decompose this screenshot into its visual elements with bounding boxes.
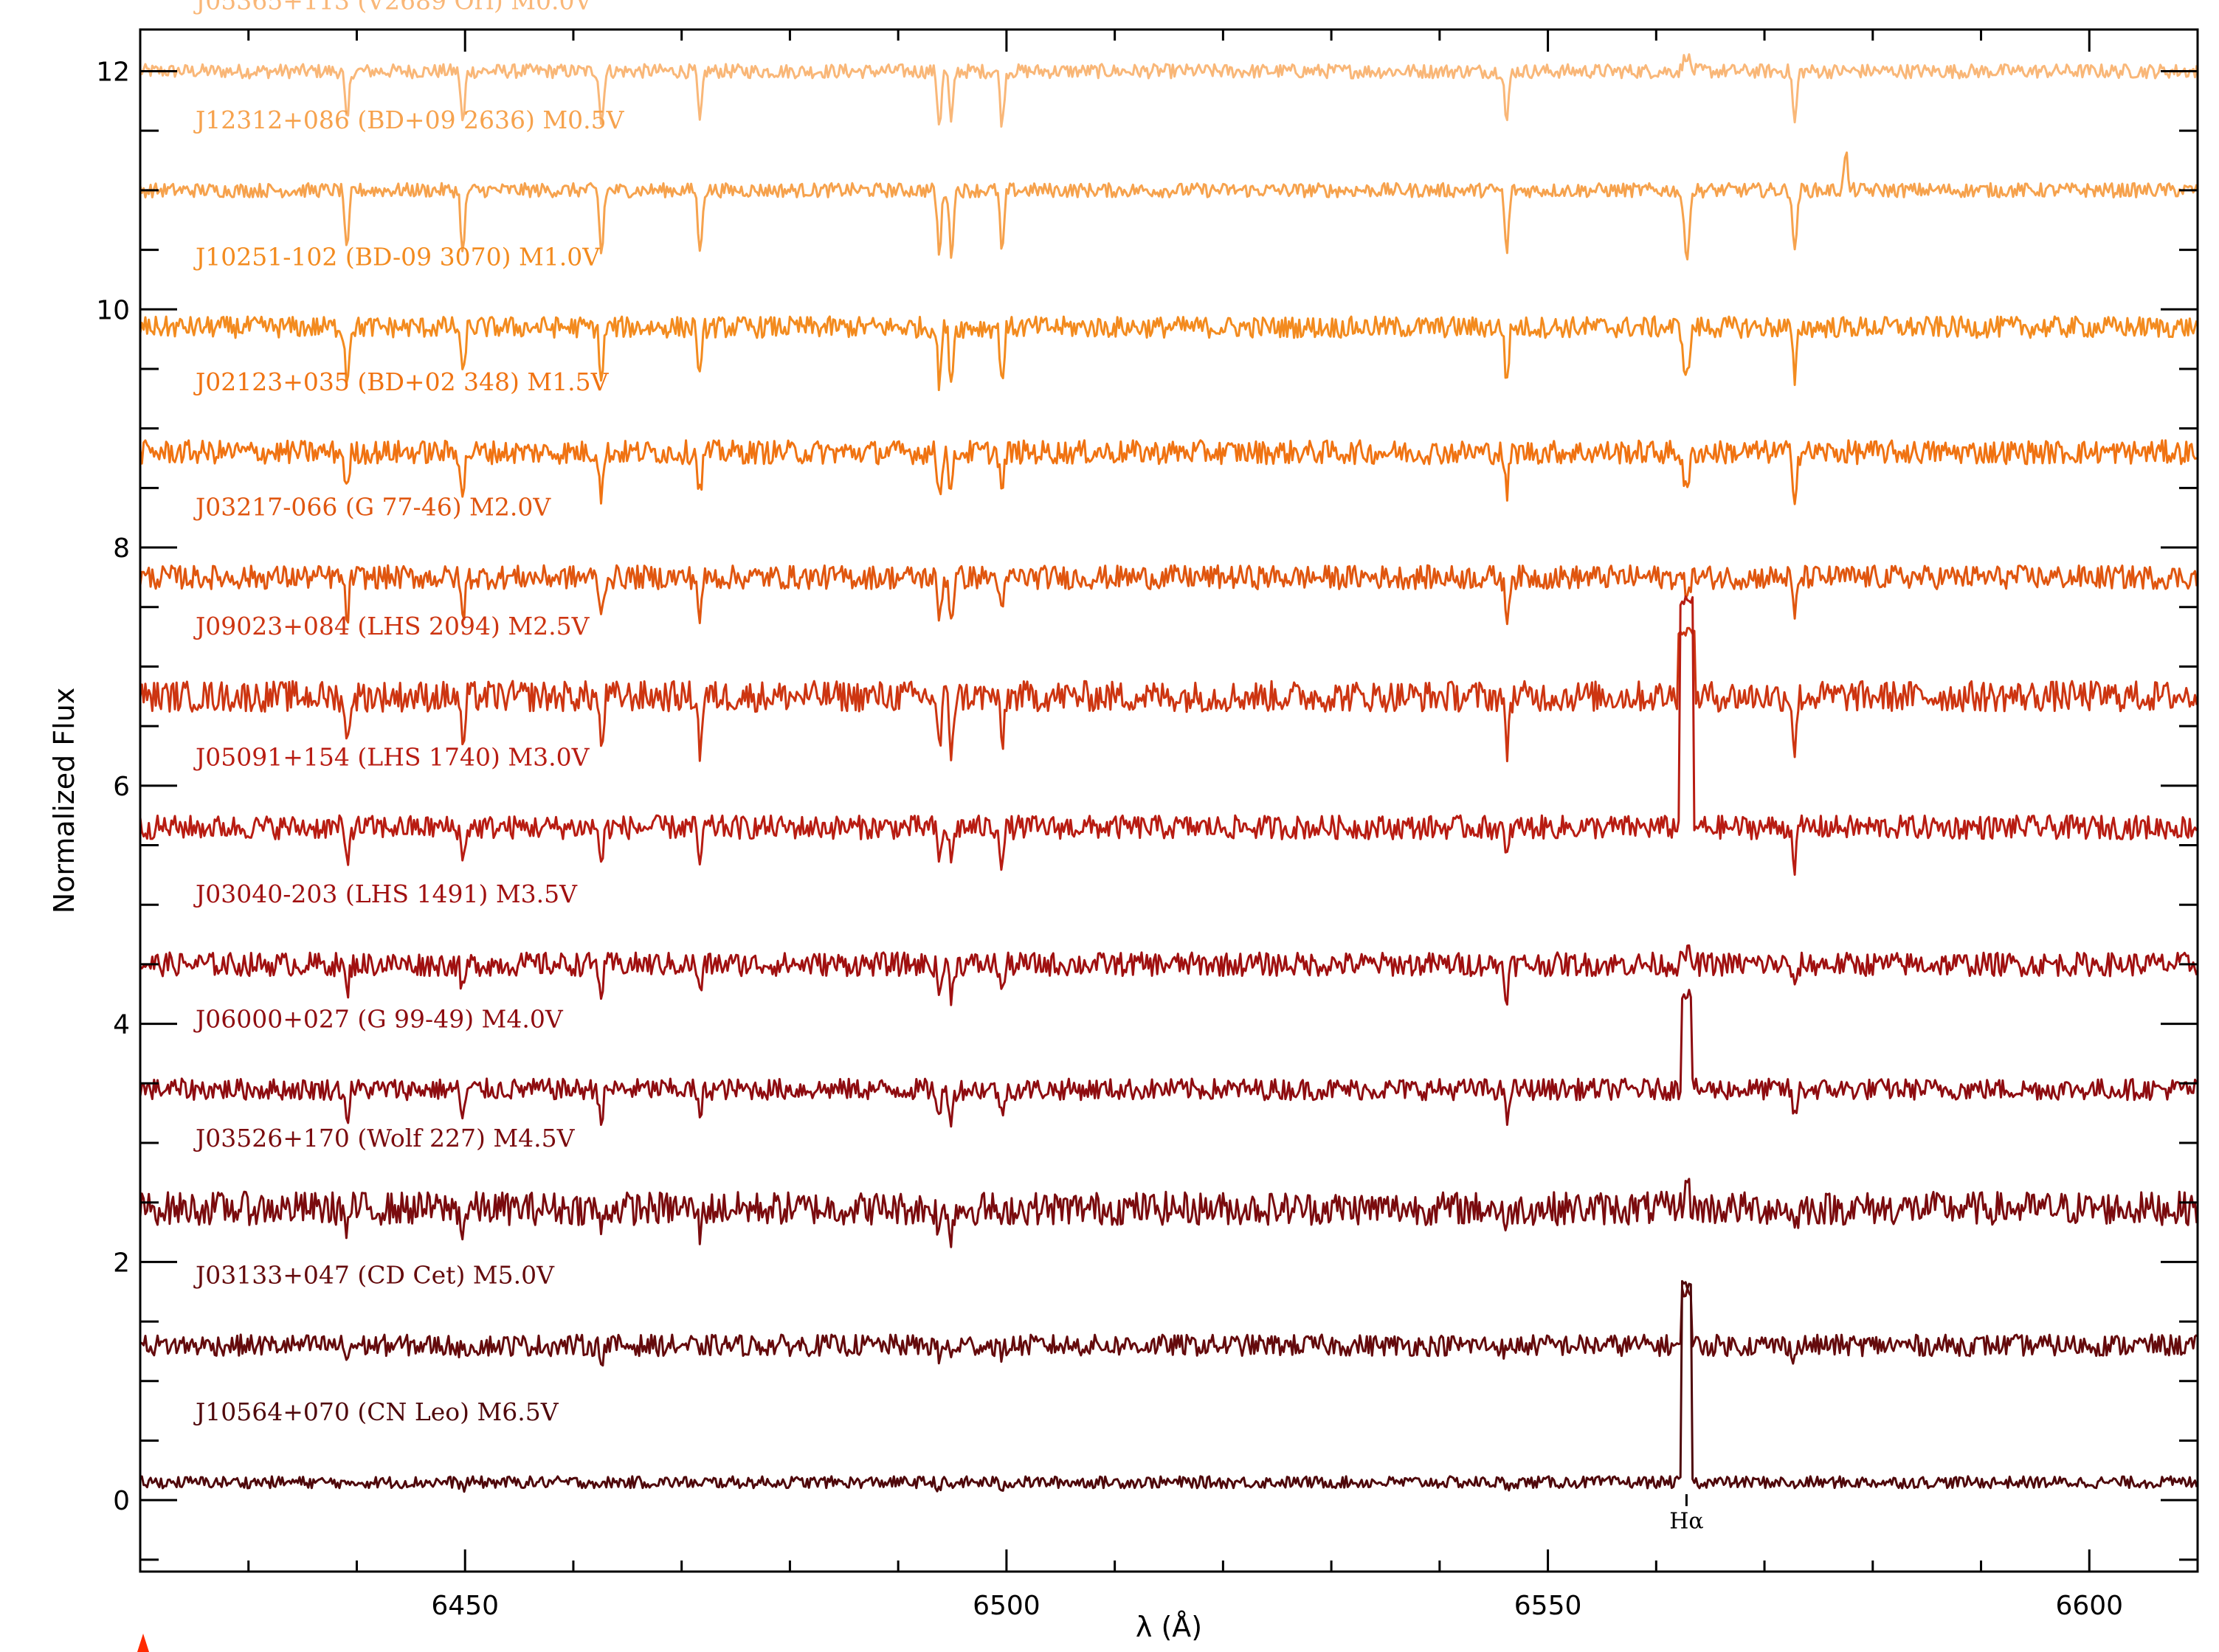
x-axis-title: λ (Å) [1136,1611,1202,1643]
y-tick-label: 8 [113,533,130,564]
spectrum-line [139,315,2198,392]
x-tick-label: 6450 [431,1591,499,1621]
plot-frame [139,28,2199,1573]
axis-ticks [140,30,2199,1572]
series-label: J03526+170 (Wolf 227) M4.5V [193,1124,576,1152]
spectrum-line [139,944,2198,1006]
spectrum-line [139,595,2198,876]
spectrum-line [139,439,2198,505]
annotation-label: Hα [1669,1508,1703,1534]
series-label: J05365+113 (V2689 Ori) M0.0V [193,0,593,15]
series-label: J02123+035 (BD+02 348) M1.5V [193,367,610,396]
corner-marker-icon [137,1634,149,1652]
series-label: J03133+047 (CD Cet) M5.0V [193,1260,555,1289]
spectrum-line [139,53,2198,128]
y-tick-label: 2 [113,1248,130,1278]
x-tick-label: 6500 [973,1591,1041,1621]
spectrum-line [139,1279,2198,1493]
x-tick-label: 6600 [2055,1591,2123,1621]
y-tick-label: 10 [96,295,130,325]
x-tick-label: 6550 [1514,1591,1582,1621]
spectra-group [139,53,2198,1493]
series-label: J10251-102 (BD-09 3070) M1.0V [193,243,601,272]
spectrum-line [139,564,2198,626]
spectrum-line [139,1287,2198,1367]
annotations: Hα [1669,1494,1704,1534]
y-tick-label: 6 [113,772,130,802]
spectrum-line [139,151,2198,260]
spectrum-line [139,626,2198,763]
y-tick-label: 4 [113,1010,130,1040]
series-label: J03217-066 (G 77-46) M2.0V [193,493,551,522]
y-tick-label: 0 [113,1486,130,1516]
series-label: J12312+086 (BD+09 2636) M0.5V [193,106,625,134]
series-label: J03040-203 (LHS 1491) M3.5V [193,879,578,908]
tick-labels: 6450 6500 6550 6600 0 2 4 6 8 10 12 [96,57,2123,1621]
series-label: J05091+154 (LHS 1740) M3.0V [193,742,590,771]
y-axis-title: Normalized Flux [48,688,80,914]
spectrum-line [139,1178,2198,1248]
spectrum-line [139,989,2198,1128]
series-label: J09023+084 (LHS 2094) M2.5V [193,612,590,640]
series-label: J06000+027 (G 99-49) M4.0V [193,1004,564,1033]
y-tick-label: 12 [96,57,130,87]
series-label: J10564+070 (CN Leo) M6.5V [193,1397,559,1426]
series-labels: J05365+113 (V2689 Ori) M0.0V J12312+086 (… [193,0,625,1426]
